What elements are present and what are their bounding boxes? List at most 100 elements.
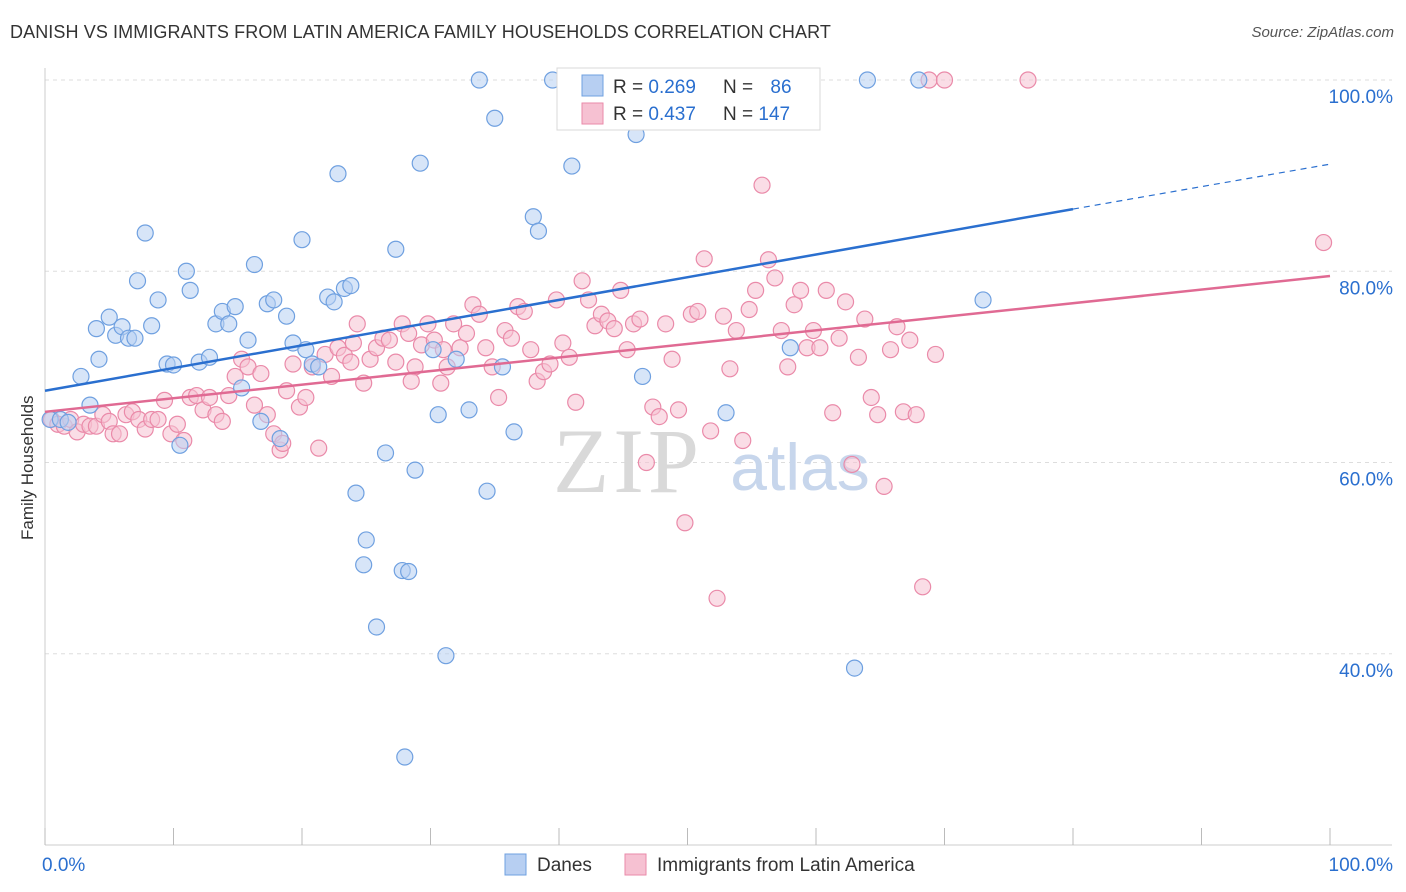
danes-point (387, 240, 405, 258)
immigrants-point (1019, 71, 1037, 89)
legend: Danes Immigrants from Latin America (504, 853, 915, 876)
danes-point (529, 222, 548, 240)
danes-point (437, 647, 455, 665)
series-danes-points (41, 71, 992, 766)
danes-point (220, 315, 238, 333)
danes-point (478, 482, 496, 500)
immigrants-point (522, 341, 540, 359)
immigrants-point (926, 345, 945, 364)
danes-point (717, 404, 735, 422)
immigrants-point (432, 374, 450, 392)
immigrants-point (402, 372, 420, 390)
immigrants-point (342, 353, 360, 371)
danes-point (226, 298, 244, 316)
immigrants-point (387, 353, 405, 371)
danes-point (143, 317, 161, 335)
immigrants-point (245, 396, 264, 414)
danes-point (329, 165, 347, 183)
immigrants-point (573, 272, 591, 290)
immigrants-point (721, 360, 739, 378)
y-tick-label: 60.0% (1339, 470, 1393, 491)
immigrants-point (714, 307, 733, 325)
legend-danes-swatch (504, 853, 527, 876)
danes-point (128, 272, 147, 290)
immigrants-point (567, 393, 585, 411)
immigrants-point (702, 422, 720, 440)
immigrants-point (631, 310, 649, 328)
danes-point (563, 157, 581, 175)
y-tick-labels: 40.0% 60.0% 80.0% 100.0% (1329, 87, 1394, 682)
immigrants-point (669, 401, 688, 419)
immigrants-point (708, 589, 726, 607)
svg-text:N = 147: N = 147 (723, 104, 790, 125)
immigrants-trend-line (44, 274, 1331, 414)
immigrants-point (875, 477, 893, 496)
immigrants-point (1314, 233, 1333, 252)
immigrants-point (502, 329, 521, 347)
immigrants-point (663, 350, 681, 368)
danes-point (974, 291, 992, 309)
danes-point (245, 255, 264, 274)
danes-point (233, 379, 251, 397)
danes-point (239, 331, 257, 349)
immigrants-point (168, 415, 186, 433)
immigrants-point (785, 296, 803, 314)
immigrants-point (657, 315, 675, 333)
stats-danes-r-label: R = (613, 77, 648, 98)
danes-point (271, 429, 289, 448)
immigrants-point (817, 281, 835, 299)
danes-point (342, 276, 360, 295)
immigrants-point (554, 334, 572, 352)
danes-point (171, 436, 189, 454)
stats-danes-swatch (581, 74, 604, 97)
danes-point (310, 358, 328, 376)
immigrants-point (881, 341, 900, 359)
stats-danes-n-value: 86 (770, 77, 791, 98)
danes-point (357, 531, 375, 549)
immigrants-point (843, 455, 861, 474)
danes-point (100, 308, 118, 326)
danes-point (293, 231, 311, 249)
source-label: Source: ZipAtlas.com (1251, 24, 1394, 41)
immigrants-point (766, 269, 784, 287)
danes-point (325, 293, 343, 311)
immigrants-point (935, 71, 954, 89)
chart-title: DANISH VS IMMIGRANTS FROM LATIN AMERICA … (10, 22, 831, 42)
immigrants-point (824, 404, 842, 422)
danes-point (87, 320, 106, 338)
immigrants-point (297, 388, 315, 407)
legend-immigrants-swatch (624, 853, 647, 876)
danes-point (396, 748, 414, 766)
immigrants-point (779, 358, 797, 376)
immigrants-point (213, 412, 231, 430)
immigrants-point (676, 514, 694, 532)
stats-box: R = 0.269 N = 86 R = 0.437 N = 147 (556, 67, 821, 131)
immigrants-point (862, 388, 880, 407)
immigrants-point (740, 300, 758, 319)
immigrants-point (901, 331, 919, 349)
danes-point (411, 154, 429, 172)
immigrants-point (914, 578, 932, 596)
svg-text:R = 0.437: R = 0.437 (613, 104, 696, 125)
immigrants-point (348, 315, 366, 333)
immigrants-point (836, 293, 855, 311)
stats-danes-n-label: N = (723, 77, 758, 98)
immigrants-point (791, 281, 810, 299)
trend-lines (44, 163, 1331, 414)
stats-immigrants-r-label: R = (613, 104, 648, 125)
danes-point (486, 109, 504, 127)
stats-danes-r-value: 0.269 (648, 77, 696, 98)
immigrants-point (380, 331, 398, 349)
series-immigrants-points (42, 71, 1333, 607)
danes-point (505, 423, 523, 441)
danes-point (81, 396, 99, 414)
stats-immigrants-r-value: 0.437 (648, 104, 696, 125)
y-tick-label: 40.0% (1339, 661, 1393, 682)
immigrants-point (734, 431, 752, 450)
legend-danes-label: Danes (537, 855, 592, 876)
immigrants-point (856, 310, 874, 328)
immigrants-point (849, 348, 868, 366)
x-tick-label: 100.0% (1329, 855, 1394, 876)
immigrants-point (284, 355, 302, 373)
danes-point (424, 341, 442, 359)
